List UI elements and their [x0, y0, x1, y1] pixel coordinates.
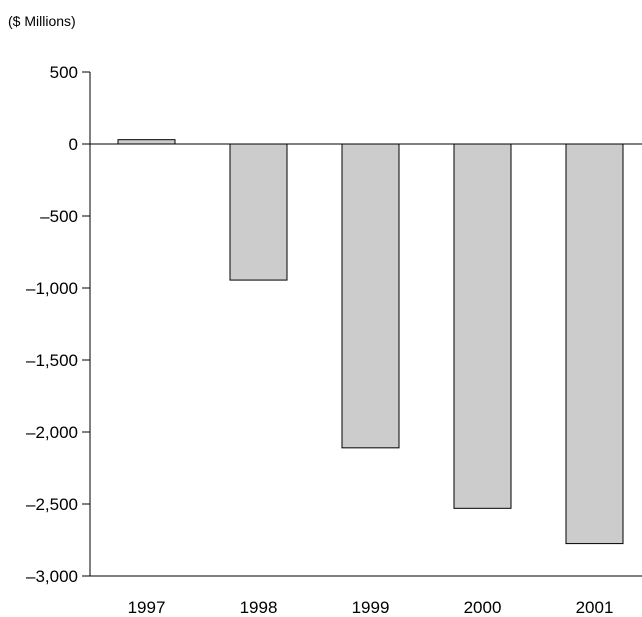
x-tick-label: 1998 — [240, 598, 278, 617]
y-tick-label: 500 — [50, 63, 78, 82]
y-axis: 500 0 –500 –1,000 –1,500 –2,000 –2,500 –3,000 — [26, 63, 91, 586]
y-tick-label: 0 — [69, 135, 78, 154]
bar-1998 — [229, 143, 288, 281]
y-tick-label: –2,500 — [26, 495, 78, 514]
bar-2000 — [453, 143, 512, 509]
x-axis: 1997 1998 1999 2000 2001 — [90, 143, 642, 617]
x-tick-label: 2000 — [464, 598, 502, 617]
chart-subtitle: ($ Millions) — [8, 13, 76, 29]
bars — [117, 139, 624, 545]
bar-2001 — [565, 143, 624, 545]
x-tick-label: 1997 — [128, 598, 166, 617]
bar-1997 — [117, 139, 176, 145]
y-tick-label: –2,000 — [26, 423, 78, 442]
y-tick-label: –3,000 — [26, 567, 78, 586]
y-tick-label: –500 — [40, 207, 78, 226]
x-tick-label: 1999 — [352, 598, 390, 617]
y-tick-label: –1,000 — [26, 279, 78, 298]
x-tick-label: 2001 — [576, 598, 614, 617]
y-tick-label: –1,500 — [26, 351, 78, 370]
bar-1999 — [341, 143, 400, 449]
